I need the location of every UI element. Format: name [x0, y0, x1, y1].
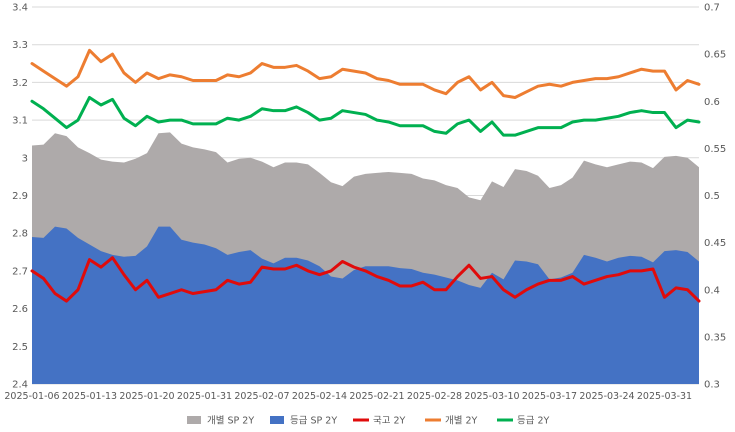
right-tick-label: 0.4 — [704, 285, 720, 296]
x-tick-label: 2025-01-06 — [4, 391, 59, 402]
legend-label: 등급 2Y — [517, 416, 550, 427]
x-axis-ticks: 2025-01-06 2025-01-13 2025-01-20 2025-01-31… — [4, 391, 692, 402]
x-tick-label: 2025-01-20 — [119, 391, 174, 402]
right-axis-ticks: 0.3 0.35 0.4 0.45 0.5 0.55 0.6 0.65 0.7 — [704, 3, 726, 391]
left-tick-label: 2.6 — [12, 304, 28, 315]
legend-label: 등급 SP 2Y — [290, 416, 337, 427]
left-tick-label: 3.1 — [12, 116, 28, 127]
left-tick-label: 3.2 — [12, 78, 28, 89]
left-tick-label: 2.4 — [12, 380, 28, 391]
left-tick-label: 3.4 — [12, 3, 28, 14]
left-tick-label: 3.3 — [12, 40, 28, 51]
left-tick-label: 2.9 — [12, 191, 28, 202]
right-tick-label: 0.6 — [704, 97, 720, 108]
right-tick-label: 0.5 — [704, 191, 720, 202]
left-tick-label: 2.7 — [12, 266, 28, 277]
x-tick-label: 2025-03-17 — [522, 391, 577, 402]
x-tick-label: 2025-03-24 — [579, 391, 634, 402]
area-series — [32, 132, 699, 384]
legend: 개별 SP 2Y 등급 SP 2Y 국고 2Y 개별 2Y 등급 2Y — [187, 416, 550, 427]
right-tick-label: 0.65 — [704, 50, 726, 61]
legend-swatch — [187, 416, 201, 424]
legend-label: 개별 SP 2Y — [207, 416, 254, 427]
legend-item: 등급 SP 2Y — [270, 416, 337, 427]
area-등급-SP-2Y — [32, 226, 699, 384]
legend-label: 개별 2Y — [445, 416, 478, 427]
line-국고-2Y — [30, 256, 701, 303]
x-tick-label: 2025-02-14 — [292, 391, 347, 402]
x-tick-label: 2025-02-07 — [234, 391, 289, 402]
legend-item: 개별 2Y — [425, 416, 478, 427]
right-tick-label: 0.3 — [704, 380, 720, 391]
line-개별-2Y — [30, 48, 701, 99]
right-tick-label: 0.45 — [704, 238, 726, 249]
legend-label: 국고 2Y — [373, 416, 406, 427]
legend-item: 개별 SP 2Y — [187, 416, 254, 427]
line-등급-2Y — [30, 95, 701, 137]
legend-item: 국고 2Y — [353, 416, 406, 427]
right-tick-label: 0.7 — [704, 3, 720, 14]
right-tick-label: 0.35 — [704, 332, 726, 343]
x-tick-label: 2025-03-31 — [637, 391, 692, 402]
x-tick-label: 2025-01-13 — [62, 391, 117, 402]
x-tick-label: 2025-02-28 — [407, 391, 462, 402]
x-tick-label: 2025-01-31 — [177, 391, 232, 402]
x-tick-label: 2025-02-21 — [349, 391, 404, 402]
left-tick-label: 2.5 — [12, 342, 28, 353]
legend-item: 등급 2Y — [497, 416, 550, 427]
line-series — [30, 48, 701, 303]
left-axis-ticks: 2.4 2.5 2.6 2.7 2.8 2.9 3 3.1 3.2 3.3 3.4 — [12, 3, 28, 391]
left-tick-label: 2.8 — [12, 229, 28, 240]
right-tick-label: 0.55 — [704, 144, 726, 155]
legend-swatch — [270, 416, 284, 424]
x-tick-label: 2025-03-10 — [464, 391, 519, 402]
left-tick-label: 3 — [22, 153, 28, 164]
